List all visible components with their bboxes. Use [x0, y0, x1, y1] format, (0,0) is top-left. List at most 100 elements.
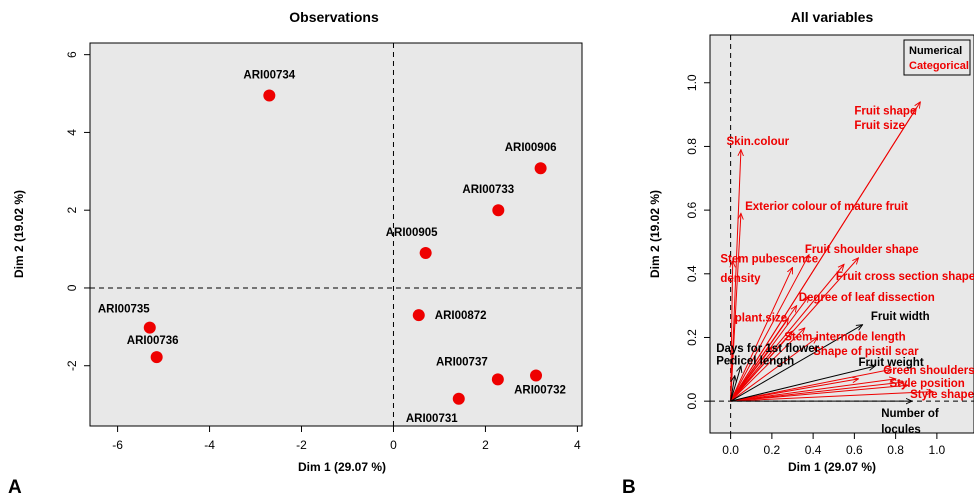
chart-a-plot-area: [89, 42, 583, 427]
categorical-variable-label: Fruit shoulder shape: [805, 244, 919, 256]
observation-point: [412, 309, 425, 322]
chart-b-title: All variables: [791, 9, 874, 25]
chart-b-x-axis-title: Dim 1 (29.07 %): [788, 460, 876, 474]
x-tick-label: 0.4: [805, 443, 822, 457]
y-tick-label: 0: [65, 284, 79, 291]
categorical-variable-arrow: [730, 328, 805, 402]
observation-point: [419, 246, 432, 259]
observation-label: ARI00731: [406, 413, 458, 425]
numerical-variable-label: Number of: [881, 408, 939, 420]
categorical-variable-label: Fruit size: [854, 120, 904, 132]
y-tick-label: 4: [65, 129, 79, 136]
y-tick-label: 2: [65, 207, 79, 214]
chart-b-y-axis-title: Dim 2 (19.02 %): [648, 190, 662, 278]
x-tick-label: 0.6: [846, 443, 863, 457]
observation-label: ARI00872: [435, 310, 487, 322]
observation-label: ARI00906: [505, 142, 557, 154]
observation-point: [530, 369, 543, 382]
x-tick-label: -4: [204, 438, 215, 452]
panel-letter-a: A: [8, 477, 22, 498]
observation-point: [491, 373, 504, 386]
categorical-variable-label: density: [720, 273, 761, 285]
panel-letter-b: B: [622, 477, 636, 498]
y-tick-label: -2: [65, 360, 79, 371]
chart-a-x-axis-title: Dim 1 (29.07 %): [298, 460, 386, 474]
y-tick-label: 1.0: [685, 74, 699, 91]
numerical-variable-label: locules: [881, 424, 921, 436]
legend-categorical: Categorical: [909, 60, 969, 72]
numerical-variable-label: Days for 1st flower: [716, 343, 819, 355]
numerical-variable-arrow: [730, 376, 735, 402]
categorical-variable-arrow: [730, 331, 793, 402]
categorical-variable-arrow: [730, 213, 741, 402]
y-tick-label: 6: [65, 51, 79, 58]
numerical-variable-label: Fruit width: [871, 311, 930, 323]
numerical-variable-label: Fruit weight: [859, 357, 924, 369]
categorical-variable-arrow: [730, 347, 772, 402]
chart-b-labels: Fruit shape Fruit size Skin.colour Exterior…: [716, 106, 974, 436]
observation-point: [143, 321, 156, 334]
categorical-variable-label: Stem internode length: [784, 332, 905, 344]
categorical-variable-arrow: [730, 392, 933, 402]
y-tick-label: 0.2: [685, 329, 699, 346]
x-tick-label: 4: [574, 438, 581, 452]
categorical-variable-arrow: [730, 379, 896, 402]
categorical-variable-arrow: [730, 108, 917, 402]
x-tick-label: 0.8: [887, 443, 904, 457]
categorical-variable-label: Skin.colour: [727, 136, 790, 148]
categorical-variable-label: Degree of leaf dissection: [799, 292, 935, 304]
categorical-variable-label: Green shoulders: [883, 365, 974, 377]
categorical-variable-arrow: [730, 382, 904, 402]
legend-box: [903, 39, 971, 76]
observation-point: [534, 162, 547, 175]
y-tick-label: 0.6: [685, 201, 699, 218]
categorical-variable-label: Stem pubescence: [720, 254, 818, 266]
chart-a-title: Observations: [289, 9, 379, 25]
chart-b-legend: Numerical Categorical: [903, 39, 971, 76]
categorical-variable-label: Style shape: [910, 389, 974, 401]
chart-b-arrows: [731, 102, 933, 401]
observation-label: ARI00732: [514, 384, 566, 396]
y-tick-label: 0.0: [685, 392, 699, 409]
categorical-variable-label: plant.size: [735, 313, 787, 325]
numerical-variable-label: Pedicel length: [716, 356, 794, 368]
x-tick-label: -2: [296, 438, 307, 452]
chart-a-y-axis: -2 0 2 4 6: [65, 51, 91, 371]
observation-label: ARI00905: [386, 227, 438, 239]
observation-point: [263, 89, 276, 102]
observation-label: ARI00737: [436, 356, 488, 368]
chart-b-y-axis: 0.0 0.2 0.4 0.6 0.8 1.0: [685, 74, 711, 410]
categorical-variable-label: Fruit cross section shape: [836, 271, 974, 283]
chart-a-y-axis-title: Dim 2 (19.02 %): [12, 190, 26, 278]
y-tick-label: 0.8: [685, 138, 699, 155]
categorical-variable-label: Style position: [889, 378, 964, 390]
x-tick-label: 0: [390, 438, 397, 452]
numerical-variable-arrow: [730, 366, 741, 402]
categorical-variable-label: Fruit shape: [854, 106, 916, 118]
categorical-variable-arrow: [730, 150, 741, 402]
observation-label: ARI00733: [462, 184, 514, 196]
variables-chart: All variables 0.0 0.2 0.4 0.6 0.8 1.0 0.0 0.2 0…: [622, 9, 974, 498]
observation-label: ARI00734: [243, 69, 295, 81]
x-tick-label: 1.0: [929, 443, 946, 457]
categorical-variable-arrow: [730, 385, 908, 402]
categorical-variable-arrow: [730, 267, 793, 402]
observation-point: [452, 392, 465, 405]
chart-a-x-axis: -6 -4 -2 0 2 4: [112, 425, 581, 452]
categorical-variable-arrow: [730, 337, 818, 402]
numerical-variable-arrow: [730, 366, 875, 402]
numerical-variable-arrow: [730, 325, 863, 402]
categorical-variable-arrow: [730, 369, 892, 402]
observation-point: [150, 351, 163, 364]
x-tick-label: -6: [112, 438, 123, 452]
observation-label: ARI00735: [98, 304, 150, 316]
categorical-variable-label: Shape of pistil scar: [813, 346, 919, 358]
chart-a-points: ARI00734 ARI00906 ARI00733 ARI00905 ARI00872…: [98, 69, 566, 424]
categorical-variable-arrow: [730, 255, 809, 402]
legend-numerical: Numerical: [909, 45, 962, 57]
y-tick-label: 0.4: [685, 265, 699, 282]
x-tick-label: 2: [482, 438, 489, 452]
categorical-variable-arrow: [730, 379, 859, 402]
chart-b-x-axis: 0.0 0.2 0.4 0.6 0.8 1.0: [722, 432, 946, 457]
